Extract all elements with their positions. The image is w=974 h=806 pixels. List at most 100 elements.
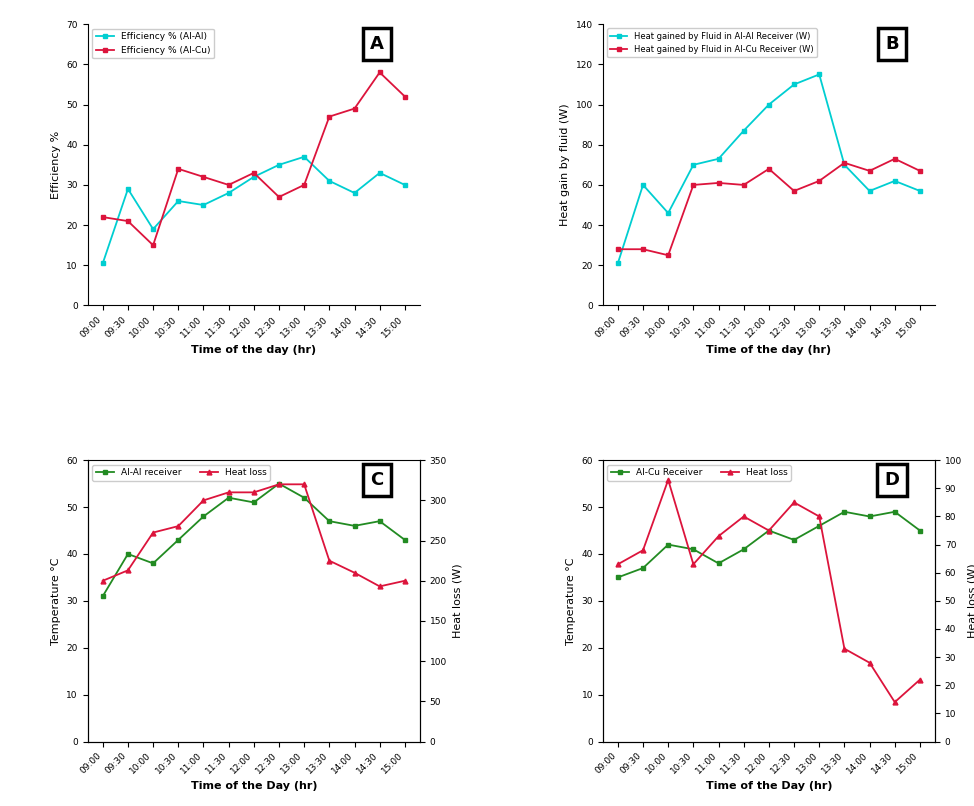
Heat gained by Fluid in Al-Al Receiver (W) [839,160,850,170]
Heat gained by Fluid in Al-Cu Receiver (W) [738,180,750,189]
Line: Al-Al receiver: Al-Al receiver [100,481,407,599]
Efficiency % (Al-Al) [97,259,109,268]
Heat gained by Fluid in Al-Cu Receiver (W) [788,186,800,196]
Efficiency % (Al-Al) [273,160,284,170]
Line: Heat loss: Heat loss [616,477,922,704]
Y-axis label: Heat loss (W): Heat loss (W) [967,563,974,638]
Al-Al receiver [97,592,109,601]
Al-Al receiver [273,479,284,488]
Heat gained by Fluid in Al-Cu Receiver (W) [763,164,774,173]
Efficiency % (Al-Cu) [97,212,109,222]
Efficiency % (Al-Al) [349,188,360,197]
Heat gained by Fluid in Al-Al Receiver (W) [788,80,800,89]
Heat gained by Fluid in Al-Cu Receiver (W) [612,244,623,254]
Al-Cu Receiver [662,540,674,550]
Efficiency % (Al-Al) [374,168,386,177]
Al-Cu Receiver [889,507,901,517]
Efficiency % (Al-Al) [223,188,235,197]
Heat loss [172,521,184,531]
Heat gained by Fluid in Al-Al Receiver (W) [763,100,774,110]
Text: C: C [370,471,384,489]
Efficiency % (Al-Cu) [374,68,386,77]
Heat gained by Fluid in Al-Al Receiver (W) [889,176,901,185]
Heat gained by Fluid in Al-Al Receiver (W) [612,259,623,268]
Al-Cu Receiver [839,507,850,517]
Efficiency % (Al-Cu) [122,216,133,226]
Efficiency % (Al-Cu) [223,180,235,189]
Efficiency % (Al-Cu) [298,180,310,189]
Efficiency % (Al-Cu) [248,168,260,177]
Efficiency % (Al-Cu) [349,104,360,114]
Line: Efficiency % (Al-Cu): Efficiency % (Al-Cu) [100,70,407,247]
Al-Al receiver [122,549,133,559]
Legend: Heat gained by Fluid in Al-Al Receiver (W), Heat gained by Fluid in Al-Cu Receiv: Heat gained by Fluid in Al-Al Receiver (… [607,28,816,57]
Al-Cu Receiver [688,545,699,555]
Al-Al receiver [298,493,310,503]
Heat loss [298,480,310,489]
Efficiency % (Al-Cu) [147,240,159,250]
Al-Al receiver [399,535,411,545]
Efficiency % (Al-Al) [323,176,335,185]
Line: Al-Cu Receiver: Al-Cu Receiver [616,509,922,580]
Text: A: A [370,35,384,53]
Heat loss [688,559,699,569]
Heat loss [273,480,284,489]
Heat loss [889,697,901,707]
X-axis label: Time of the Day (hr): Time of the Day (hr) [705,782,832,791]
Y-axis label: Heat gain by fluid (W): Heat gain by fluid (W) [560,103,570,226]
Legend: Efficiency % (Al-Al), Efficiency % (Al-Cu): Efficiency % (Al-Al), Efficiency % (Al-C… [93,29,214,58]
Efficiency % (Al-Cu) [198,172,209,181]
Efficiency % (Al-Cu) [399,92,411,102]
X-axis label: Time of the Day (hr): Time of the Day (hr) [191,782,318,791]
Heat loss [223,488,235,497]
Heat loss [97,576,109,586]
Heat gained by Fluid in Al-Cu Receiver (W) [637,244,649,254]
Heat gained by Fluid in Al-Al Receiver (W) [713,154,725,164]
Heat gained by Fluid in Al-Al Receiver (W) [738,126,750,135]
Y-axis label: Efficiency %: Efficiency % [51,131,61,199]
Heat gained by Fluid in Al-Al Receiver (W) [813,69,825,79]
Al-Cu Receiver [637,563,649,573]
Al-Cu Receiver [738,545,750,555]
Heat gained by Fluid in Al-Al Receiver (W) [688,160,699,170]
Heat gained by Fluid in Al-Al Receiver (W) [637,180,649,189]
Legend: Al-Cu Receiver, Heat loss: Al-Cu Receiver, Heat loss [607,465,791,481]
Heat loss [637,546,649,555]
X-axis label: Time of the day (hr): Time of the day (hr) [191,346,317,355]
Heat gained by Fluid in Al-Al Receiver (W) [914,186,925,196]
Y-axis label: Heat loss (W): Heat loss (W) [453,563,463,638]
Heat loss [147,528,159,538]
Al-Al receiver [223,493,235,503]
Heat loss [763,526,774,535]
Text: B: B [885,35,899,53]
Al-Cu Receiver [612,572,623,582]
Heat gained by Fluid in Al-Cu Receiver (W) [864,166,876,176]
Heat gained by Fluid in Al-Cu Receiver (W) [688,180,699,189]
Al-Cu Receiver [813,521,825,530]
Line: Efficiency % (Al-Al): Efficiency % (Al-Al) [100,155,407,266]
Line: Heat gained by Fluid in Al-Cu Receiver (W): Heat gained by Fluid in Al-Cu Receiver (… [616,156,922,258]
Al-Cu Receiver [788,535,800,545]
Heat gained by Fluid in Al-Cu Receiver (W) [839,158,850,168]
Line: Heat loss: Heat loss [100,482,407,589]
Al-Al receiver [147,559,159,568]
Heat loss [612,559,623,569]
Heat gained by Fluid in Al-Cu Receiver (W) [889,154,901,164]
Heat loss [839,644,850,654]
Y-axis label: Temperature °C: Temperature °C [51,557,61,645]
Al-Al receiver [374,517,386,526]
Al-Al receiver [323,517,335,526]
Efficiency % (Al-Al) [399,180,411,189]
Efficiency % (Al-Al) [248,172,260,181]
Efficiency % (Al-Al) [147,224,159,234]
Heat loss [864,658,876,667]
Heat loss [788,497,800,507]
Heat gained by Fluid in Al-Cu Receiver (W) [914,166,925,176]
Al-Al receiver [248,497,260,507]
Line: Heat gained by Fluid in Al-Al Receiver (W): Heat gained by Fluid in Al-Al Receiver (… [616,72,922,266]
Efficiency % (Al-Al) [298,152,310,162]
Efficiency % (Al-Al) [122,184,133,193]
Heat loss [198,496,209,505]
Heat gained by Fluid in Al-Cu Receiver (W) [713,178,725,188]
Al-Al receiver [198,512,209,521]
